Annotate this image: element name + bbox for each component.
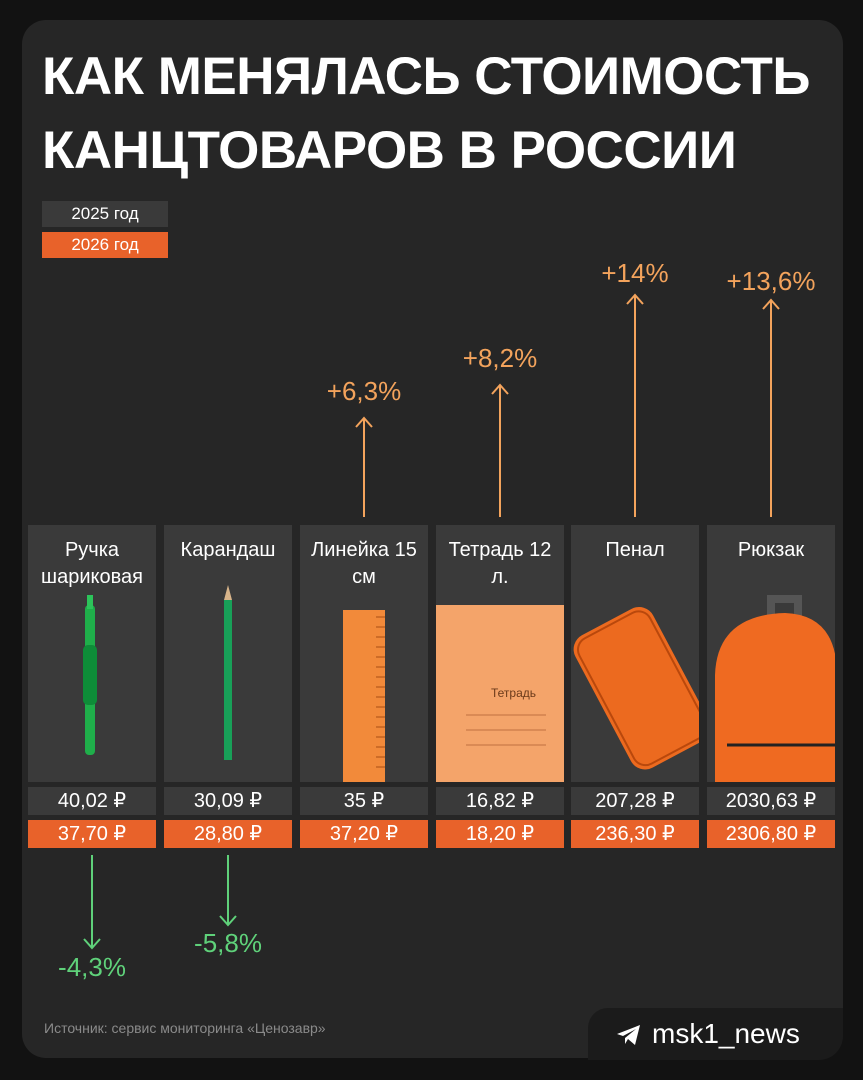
arrow-head (355, 416, 373, 428)
item-card: Рюкзак (707, 525, 835, 782)
item-image (573, 607, 699, 770)
item-card: Тетрадь Тетрадь 12 л. (436, 525, 564, 782)
arrow-head (762, 298, 780, 310)
change-label: +6,3% (326, 376, 402, 406)
item-name: Линейка 15 см (311, 539, 417, 588)
arrow-head (626, 293, 644, 305)
price-2025: 207,28 ₽ (571, 787, 699, 815)
arrow-head (219, 915, 237, 927)
title: КАК МЕНЯЛАСЬ СТОИМОСТЬ КАНЦТОВАРОВ В РОС… (42, 47, 810, 180)
price-2026: 37,70 ₽ (28, 820, 156, 848)
price-2026: 2306,80 ₽ (707, 820, 835, 848)
price-2026: 28,80 ₽ (164, 820, 292, 848)
item-card: Линейка 15 см (300, 525, 428, 782)
price-2025: 35 ₽ (300, 787, 428, 815)
item-name: Карандаш (180, 539, 276, 561)
price-2025: 40,02 ₽ (28, 787, 156, 815)
legend-2026: 2026 год (42, 232, 168, 258)
item-image (83, 595, 97, 755)
item-card: Ручка шариковая (28, 525, 156, 782)
item-card: Пенал (571, 525, 699, 782)
item-image (715, 595, 835, 782)
brand-name: msk1_news (652, 1018, 800, 1049)
item-image (343, 610, 385, 782)
price-2025: 30,09 ₽ (164, 787, 292, 815)
change-label: -4,3% (58, 952, 126, 982)
price-2026: 236,30 ₽ (571, 820, 699, 848)
item-name: Тетрадь 12 л. (448, 539, 552, 588)
price-2025: 16,82 ₽ (436, 787, 564, 815)
card (22, 20, 843, 1058)
arrow-head (491, 383, 509, 395)
price-2026: 18,20 ₽ (436, 820, 564, 848)
notebook-label: Тетрадь (491, 686, 536, 700)
arrow-head (83, 938, 101, 950)
telegram-icon (617, 1025, 640, 1045)
change-label: +13,6% (726, 266, 816, 296)
item-name: Ручка шариковая (41, 539, 143, 588)
item-card: Карандаш (164, 525, 292, 782)
item-name: Рюкзак (737, 539, 805, 561)
item-image: Тетрадь (436, 605, 564, 782)
item-image (224, 585, 232, 760)
price-2026: 37,20 ₽ (300, 820, 428, 848)
change-label: +14% (601, 258, 669, 288)
item-name: Пенал (605, 539, 665, 561)
brand: msk1_news (588, 1008, 843, 1060)
change-label: -5,8% (194, 928, 262, 958)
legend-2025: 2025 год (42, 201, 168, 227)
change-label: +8,2% (462, 343, 538, 373)
source: Источник: сервис мониторинга «Ценозавр» (44, 1020, 326, 1036)
price-2025: 2030,63 ₽ (707, 787, 835, 815)
